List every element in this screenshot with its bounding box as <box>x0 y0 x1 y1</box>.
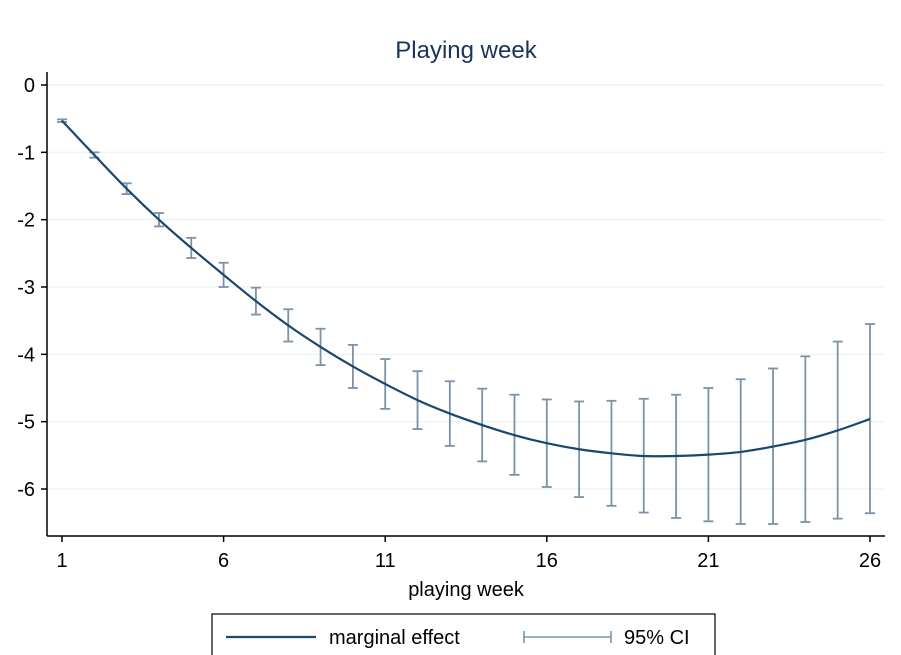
legend-label-marginal-effect: marginal effect <box>329 627 460 649</box>
x-tick-label: 6 <box>218 550 229 572</box>
legend: marginal effect 95% CI <box>211 613 716 655</box>
axes <box>46 72 885 537</box>
x-axis-title: playing week <box>408 579 525 601</box>
x-tick-label: 11 <box>375 550 396 572</box>
x-tick-label: 16 <box>536 550 558 572</box>
y-tick-label: -6 <box>17 479 35 501</box>
y-tick-label: -5 <box>17 412 35 434</box>
x-axis-ticks: 1 6 11 16 21 26 <box>56 536 881 572</box>
marginal-effect-line <box>61 119 871 458</box>
legend-box <box>211 613 716 655</box>
y-tick-label: -4 <box>17 344 35 366</box>
y-tick-label: 0 <box>24 75 35 97</box>
ci-series <box>57 118 875 525</box>
legend-label-95-ci: 95% CI <box>624 627 690 649</box>
grid-lines <box>47 84 885 490</box>
y-tick-label: -1 <box>17 142 35 164</box>
chart-title: Playing week <box>395 37 537 64</box>
y-tick-label: -3 <box>17 277 35 299</box>
y-axis-ticks: 0 -1 -2 -3 -4 -5 -6 <box>17 75 47 501</box>
legend-ci-swatch <box>523 631 612 643</box>
x-tick-label: 26 <box>859 550 881 572</box>
ci-error-bar <box>865 323 875 515</box>
x-tick-label: 1 <box>56 550 67 572</box>
x-tick-label: 21 <box>697 550 719 572</box>
y-tick-label: -2 <box>17 210 35 232</box>
